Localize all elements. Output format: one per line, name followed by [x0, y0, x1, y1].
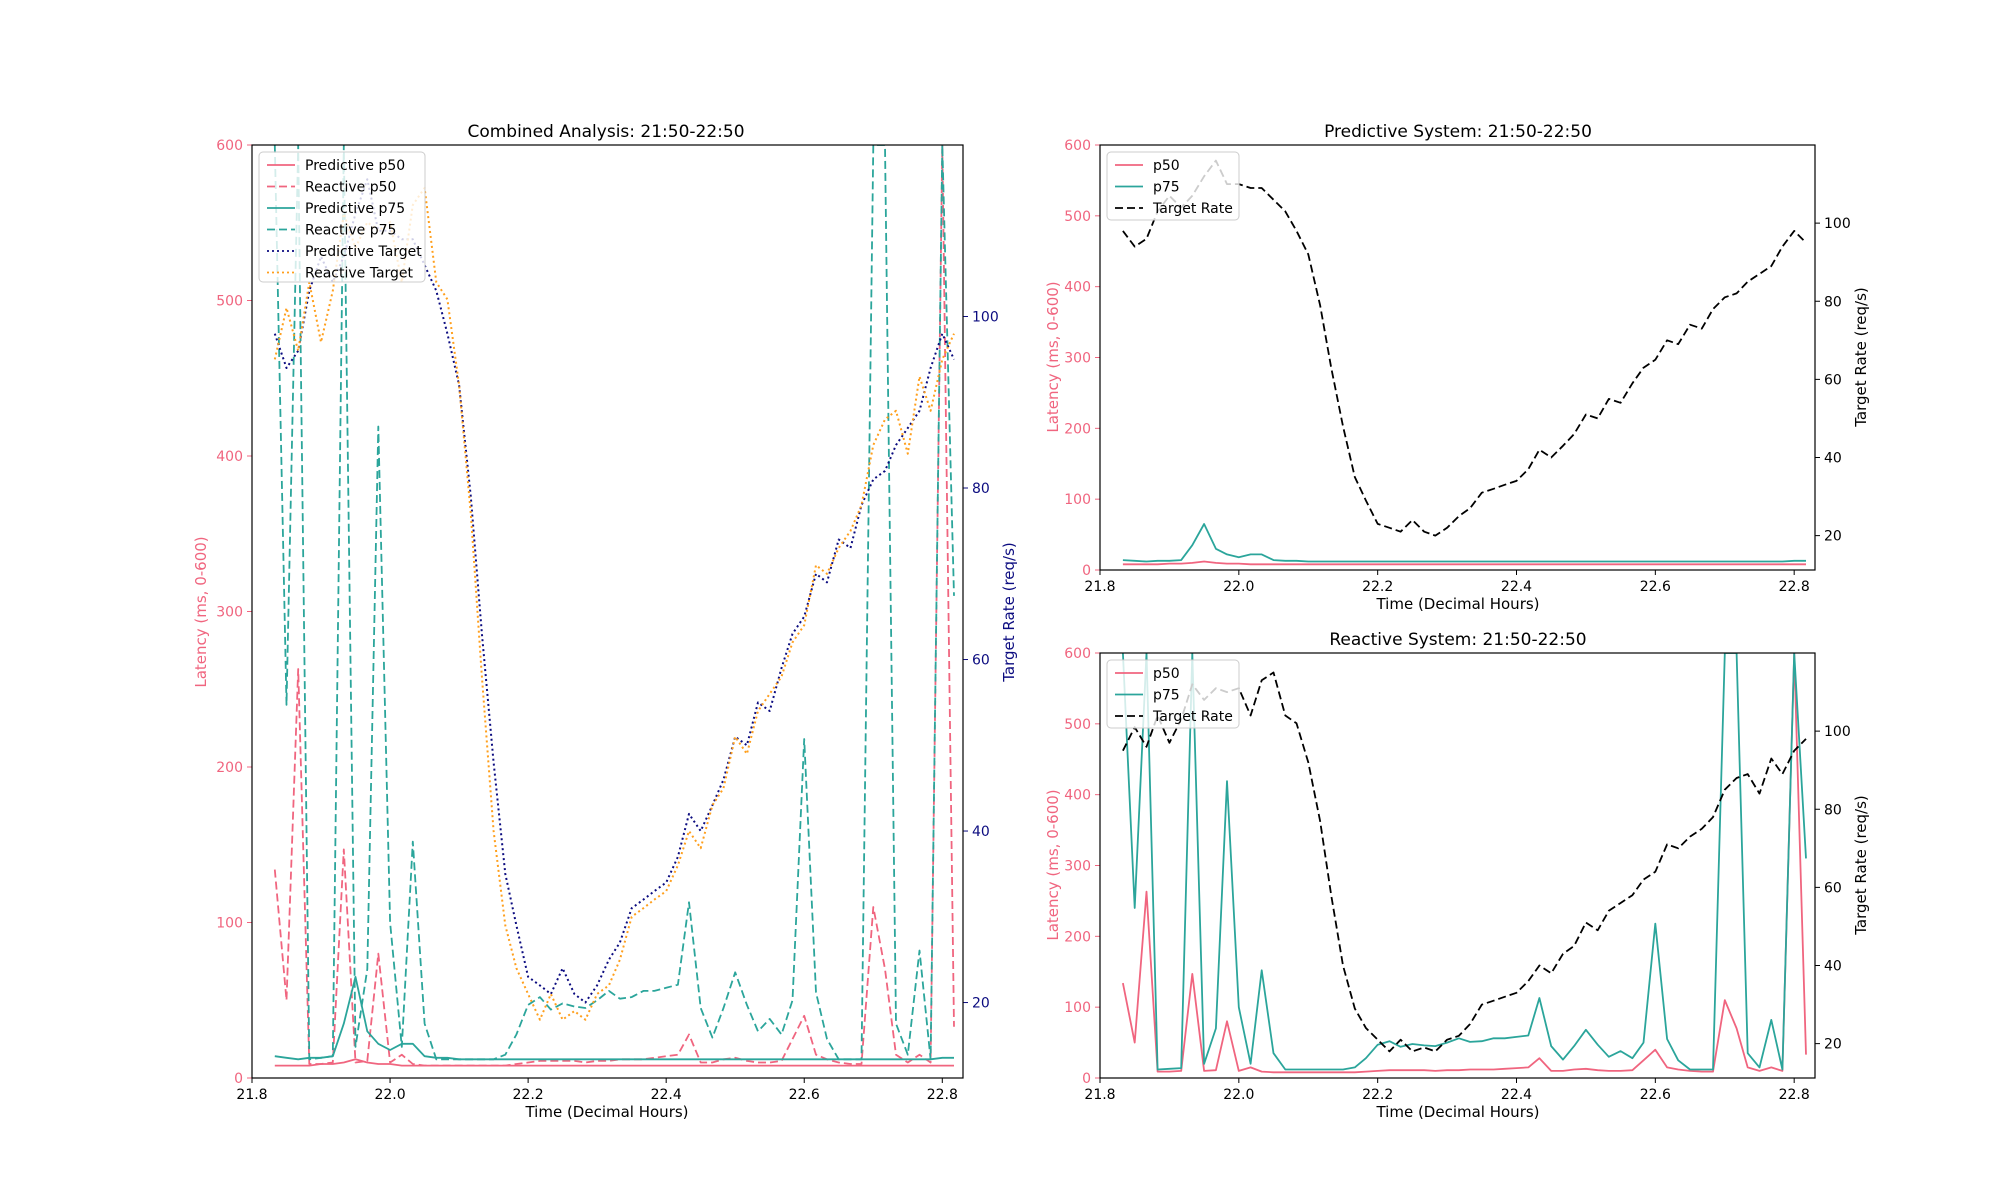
y-tick-label: 0: [1082, 1071, 1091, 1087]
y-tick-label: 300: [216, 605, 243, 621]
predictive-system-panel: Predictive System: 21:50-22:50 21.8 22.0 2…: [1044, 122, 1870, 613]
y-tick-label: 500: [1064, 717, 1091, 733]
y2-tick-label: 60: [1824, 880, 1842, 896]
y-tick-label: 100: [1064, 1000, 1091, 1016]
y-axis-label: Latency (ms, 0-600): [1044, 281, 1062, 432]
x-axis-label: Time (Decimal Hours): [524, 1103, 688, 1121]
x-tick-label: 22.0: [1223, 579, 1254, 595]
y2-tick-label: 40: [1824, 959, 1842, 975]
plot-frame: [1099, 652, 1816, 1079]
x-axis-label: Time (Decimal Hours): [1375, 595, 1539, 613]
x-tick-label: 22.6: [1640, 1087, 1671, 1103]
y2-tick-label: 100: [1824, 724, 1851, 740]
x-tick-label: 22.0: [374, 1087, 405, 1103]
y2-tick-label: 80: [972, 481, 990, 497]
legend: p50 p75 Target Rate: [1106, 151, 1240, 221]
series-line-predictive-p50: [274, 1058, 954, 1067]
x-tick-label: 22.0: [1223, 1087, 1254, 1103]
x-tick-label: 22.4: [651, 1087, 682, 1103]
chart-title: Predictive System: 21:50-22:50: [1324, 122, 1592, 142]
x-tick-label: 22.2: [1362, 579, 1393, 595]
legend-label: Predictive p75: [305, 201, 405, 217]
legend-label: p50: [1153, 158, 1180, 174]
y2-tick-label: 20: [972, 996, 990, 1012]
y-tick-label: 600: [1064, 646, 1091, 662]
y2-tick-label: 20: [1824, 529, 1842, 545]
y2-axis-label: Target Rate (req/s): [1000, 542, 1018, 683]
y-tick-label: 100: [1064, 492, 1091, 508]
y2-axis-label: Target Rate (req/s): [1852, 287, 1870, 428]
x-tick-label: 22.4: [1501, 579, 1532, 595]
x-tick-label: 22.6: [1640, 579, 1671, 595]
x-tick-label: 22.6: [789, 1087, 820, 1103]
x-tick-label: 22.4: [1501, 1087, 1532, 1103]
y-tick-label: 200: [216, 760, 243, 776]
y-tick-label: 300: [1064, 859, 1091, 875]
legend-label: Target Rate: [1152, 201, 1233, 217]
y-tick-label: 400: [1064, 788, 1091, 804]
legend-label: p75: [1153, 180, 1180, 196]
legend-label: p50: [1153, 666, 1180, 682]
y-tick-label: 100: [216, 916, 243, 932]
legend: p50 p75 Target Rate: [1106, 659, 1240, 729]
chart-title: Reactive System: 21:50-22:50: [1329, 630, 1586, 650]
y-axis-label: Latency (ms, 0-600): [192, 536, 210, 687]
combined-analysis-panel: Combined Analysis: 21:50-22:50 21.8 22.0 2…: [192, 122, 1018, 1121]
y2-tick-label: 40: [1824, 451, 1842, 467]
reactive-system-panel: Reactive System: 21:50-22:50 21.8 22.0 22.…: [1044, 630, 1870, 1121]
plot-frame: [251, 144, 964, 1079]
y2-tick-label: 20: [1824, 1037, 1842, 1053]
series-line-p75: [1122, 523, 1806, 563]
y-tick-label: 200: [1064, 421, 1091, 437]
legend-label: Reactive p50: [305, 180, 396, 196]
x-tick-label: 21.8: [236, 1087, 267, 1103]
y-tick-label: 300: [1064, 351, 1091, 367]
y-tick-label: 500: [216, 294, 243, 310]
x-tick-label: 21.8: [1084, 1087, 1115, 1103]
y-tick-label: 0: [1082, 563, 1091, 579]
x-tick-label: 22.2: [513, 1087, 544, 1103]
y2-tick-label: 80: [1824, 802, 1842, 818]
x-tick-label: 22.8: [1779, 1087, 1810, 1103]
y2-tick-label: 100: [1824, 216, 1851, 232]
x-tick-label: 22.8: [927, 1087, 958, 1103]
y2-tick-label: 60: [1824, 372, 1842, 388]
series-line-p75: [1122, 653, 1807, 1071]
y2-tick-label: 40: [972, 824, 990, 840]
y2-axis-label: Target Rate (req/s): [1852, 795, 1870, 936]
series-line-p50: [1122, 560, 1806, 566]
y-tick-label: 0: [234, 1071, 243, 1087]
legend-label: Reactive Target: [305, 266, 414, 282]
y2-tick-label: 80: [1824, 294, 1842, 310]
legend-label: Target Rate: [1152, 709, 1233, 725]
y2-tick-label: 60: [972, 653, 990, 669]
legend: Predictive p50 Reactive p50 Predictive p75…: [258, 151, 426, 283]
series-line-p50: [1122, 653, 1807, 1074]
series-line-predictive-p75: [274, 976, 954, 1061]
y-tick-label: 500: [1064, 209, 1091, 225]
y-tick-label: 400: [1064, 280, 1091, 296]
y-tick-label: 400: [216, 449, 243, 465]
x-tick-label: 22.8: [1779, 579, 1810, 595]
y-tick-label: 200: [1064, 929, 1091, 945]
series-line-reactive-p75: [273, 145, 955, 1061]
plot-frame: [1099, 144, 1816, 571]
legend-label: Predictive p50: [305, 158, 405, 174]
x-axis-label: Time (Decimal Hours): [1375, 1103, 1539, 1121]
chart-title: Combined Analysis: 21:50-22:50: [467, 122, 744, 142]
x-tick-label: 22.2: [1362, 1087, 1393, 1103]
legend-label: p75: [1153, 688, 1180, 704]
legend-label: Predictive Target: [305, 244, 422, 260]
x-tick-label: 21.8: [1084, 579, 1115, 595]
y-axis-label: Latency (ms, 0-600): [1044, 789, 1062, 940]
y-tick-label: 600: [216, 138, 243, 154]
y-tick-label: 600: [1064, 138, 1091, 154]
legend-label: Reactive p75: [305, 223, 396, 239]
y2-tick-label: 100: [972, 310, 999, 326]
